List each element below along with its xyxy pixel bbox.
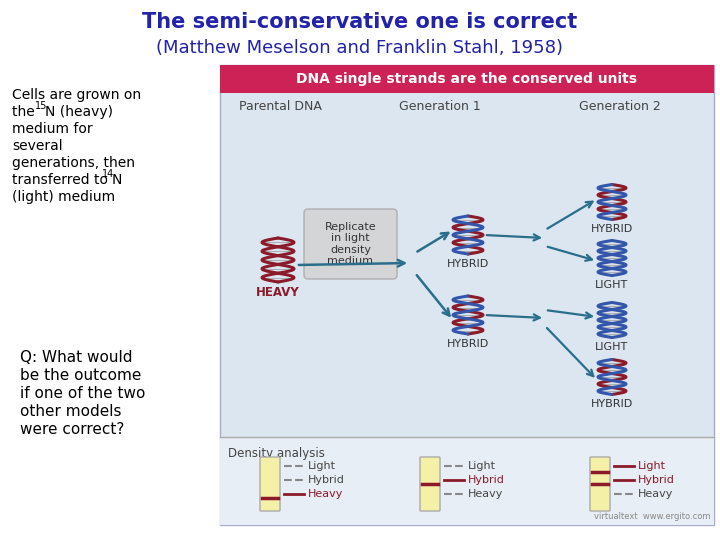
Text: were correct?: were correct? <box>20 422 125 437</box>
Text: Hybrid: Hybrid <box>638 475 675 485</box>
Text: N (heavy): N (heavy) <box>45 105 113 119</box>
FancyBboxPatch shape <box>220 437 714 525</box>
Text: HYBRID: HYBRID <box>447 339 489 349</box>
Text: Light: Light <box>638 461 666 471</box>
Text: Hybrid: Hybrid <box>468 475 505 485</box>
Text: if one of the two: if one of the two <box>20 386 145 401</box>
Text: medium for: medium for <box>12 122 93 136</box>
Text: N: N <box>112 173 122 187</box>
Text: Heavy: Heavy <box>468 489 503 499</box>
Text: the: the <box>12 105 39 119</box>
Text: 15: 15 <box>35 101 48 111</box>
Text: HEAVY: HEAVY <box>256 286 300 299</box>
Text: Generation 2: Generation 2 <box>579 100 661 113</box>
Text: Q: What would: Q: What would <box>20 350 132 365</box>
FancyBboxPatch shape <box>260 457 280 511</box>
Text: transferred to: transferred to <box>12 173 112 187</box>
Text: Replicate
in light
density
medium: Replicate in light density medium <box>325 221 377 266</box>
FancyBboxPatch shape <box>304 209 397 279</box>
FancyBboxPatch shape <box>220 65 714 93</box>
Text: LIGHT: LIGHT <box>595 342 629 352</box>
Text: (light) medium: (light) medium <box>12 190 115 204</box>
Text: (Matthew Meselson and Franklin Stahl, 1958): (Matthew Meselson and Franklin Stahl, 19… <box>156 39 564 57</box>
FancyBboxPatch shape <box>420 457 440 511</box>
Text: virtualtext  www.ergito.com: virtualtext www.ergito.com <box>593 512 710 521</box>
Text: HYBRID: HYBRID <box>591 224 633 234</box>
Text: LIGHT: LIGHT <box>595 280 629 290</box>
Text: HYBRID: HYBRID <box>447 259 489 269</box>
FancyBboxPatch shape <box>220 65 714 525</box>
Text: generations, then: generations, then <box>12 156 135 170</box>
Text: HYBRID: HYBRID <box>591 399 633 409</box>
FancyBboxPatch shape <box>590 457 610 511</box>
Text: Parental DNA: Parental DNA <box>238 100 321 113</box>
Text: other models: other models <box>20 404 122 419</box>
Text: DNA single strands are the conserved units: DNA single strands are the conserved uni… <box>297 72 637 86</box>
Text: Density analysis: Density analysis <box>228 447 325 460</box>
Text: The semi-conservative one is correct: The semi-conservative one is correct <box>143 12 577 32</box>
Text: Light: Light <box>308 461 336 471</box>
Text: Light: Light <box>468 461 496 471</box>
Text: Heavy: Heavy <box>638 489 673 499</box>
Text: Cells are grown on: Cells are grown on <box>12 88 141 102</box>
Text: several: several <box>12 139 63 153</box>
Text: Hybrid: Hybrid <box>308 475 345 485</box>
Text: Generation 1: Generation 1 <box>399 100 481 113</box>
Text: Heavy: Heavy <box>308 489 343 499</box>
Text: be the outcome: be the outcome <box>20 368 141 383</box>
Text: 14: 14 <box>102 169 114 179</box>
